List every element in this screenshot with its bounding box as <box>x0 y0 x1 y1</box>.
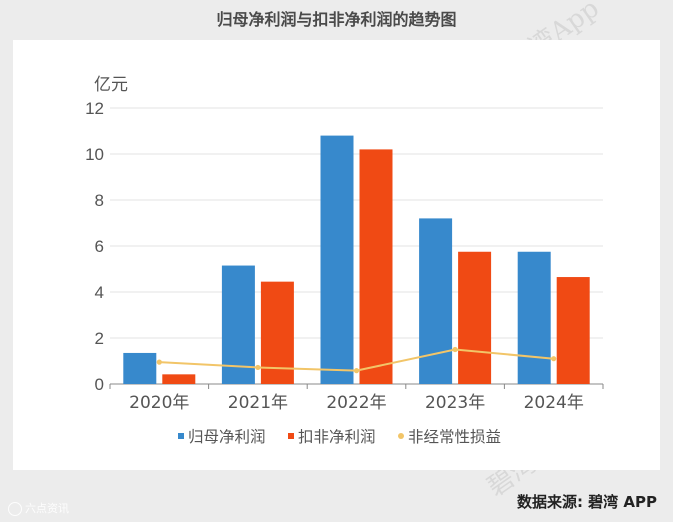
line-point <box>156 359 162 365</box>
bar-guimu <box>221 265 255 384</box>
legend-marker <box>398 433 404 439</box>
line-point <box>551 356 557 362</box>
bar-koufei <box>556 277 590 384</box>
line-point <box>255 364 261 371</box>
line-point <box>452 346 458 353</box>
bar-koufei <box>162 374 196 384</box>
bar-guimu <box>419 218 453 384</box>
y-axis-label: 亿元 <box>94 75 128 95</box>
bar-guimu <box>517 251 551 384</box>
x-tick-label: 2021年 <box>228 393 288 413</box>
legend-marker <box>178 433 184 439</box>
y-tick-label: 8 <box>95 191 104 210</box>
legend-label: 归母净利润 <box>188 428 266 446</box>
brand-text: 六点资讯 <box>25 502 69 515</box>
line-series <box>159 348 554 372</box>
y-tick-label: 6 <box>95 237 104 256</box>
x-tick-label: 2022年 <box>326 393 386 413</box>
x-tick-label: 2024年 <box>524 393 584 413</box>
bar-guimu <box>320 135 354 384</box>
x-tick-label: 2023年 <box>425 393 485 413</box>
y-tick-label: 12 <box>85 99 104 118</box>
data-source: 数据来源: 碧湾 APP <box>516 493 657 511</box>
brand-logo: 六点资讯 <box>8 500 69 516</box>
brand-icon <box>8 502 22 516</box>
line-point <box>353 368 360 374</box>
y-tick-label: 0 <box>95 375 104 394</box>
bar-guimu <box>123 352 157 384</box>
legend-label: 非经常性损益 <box>408 428 501 446</box>
legend-marker <box>288 433 294 439</box>
legend-label: 扣非净利润 <box>298 428 376 446</box>
bar-koufei <box>359 149 393 384</box>
bar-koufei <box>458 251 492 384</box>
y-tick-label: 4 <box>95 283 104 302</box>
x-tick-label: 2020年 <box>129 393 189 413</box>
chart-title: 归母净利润与扣非净利润的趋势图 <box>216 10 457 29</box>
y-tick-label: 10 <box>85 145 104 164</box>
y-tick-label: 2 <box>95 329 104 348</box>
